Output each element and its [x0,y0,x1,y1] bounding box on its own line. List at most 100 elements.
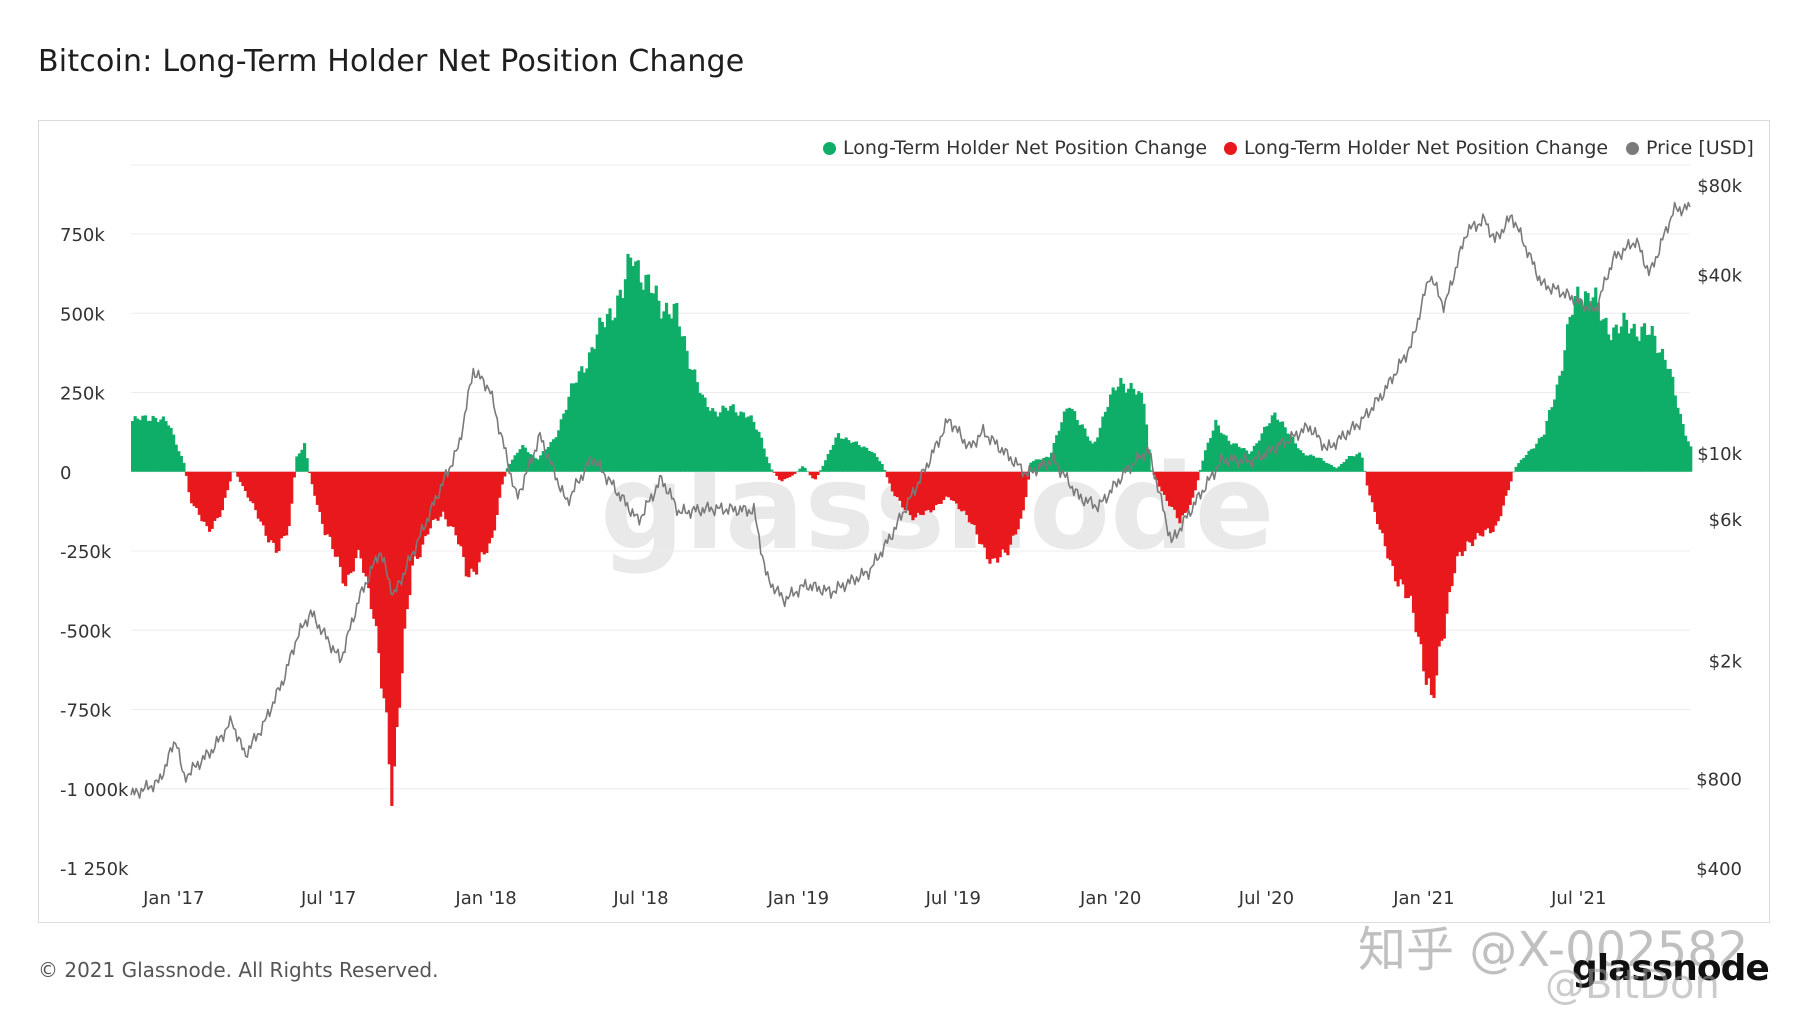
bar-positive [159,419,163,472]
bar-negative [1504,471,1508,496]
bar-positive [1553,399,1557,472]
chart-title: Bitcoin: Long-Term Holder Net Position C… [38,44,745,79]
bar-positive [1121,383,1126,472]
bar-positive [1576,286,1580,472]
bar-negative [341,471,345,584]
bar-negative [1424,471,1428,685]
bar-positive [1316,457,1321,472]
bar-negative [487,471,491,544]
bar-negative [978,471,982,544]
bar-positive [649,292,653,472]
legend-label-price: Price [USD] [1646,137,1754,159]
bar-negative [1370,471,1375,503]
bar-negative [323,471,327,536]
bar-positive [1070,408,1074,472]
bar-negative [285,471,289,536]
bar-positive [544,449,548,472]
bar-positive [516,452,520,472]
bar-negative [783,471,787,480]
bar-positive [136,418,140,472]
bar-positive [302,443,307,472]
bar-positive [1327,463,1331,472]
bar-positive [598,317,602,472]
bar-negative [893,471,897,497]
bar-negative [898,471,902,501]
bar-negative [1447,471,1452,593]
bar-negative [1183,471,1187,513]
bar-negative [315,471,319,505]
bar-negative [292,471,296,478]
copyright-footer: © 2021 Glassnode. All Rights Reserved. [38,958,439,982]
bar-negative [775,471,779,476]
bar-negative [251,471,255,504]
bar-positive [1198,469,1203,472]
bar-positive [854,441,859,472]
bar-negative [446,471,450,527]
bar-positive [824,460,828,472]
y-left-tick-label: -750k [60,701,112,722]
bar-negative [192,471,196,507]
legend-item-positive[interactable]: Long-Term Holder Net Position Change [823,137,1207,159]
bar-positive [716,416,720,472]
bar-negative [380,471,384,689]
bar-negative [1432,471,1436,698]
bar-negative [777,471,782,480]
bar-positive [1686,441,1690,472]
bar-positive [667,314,671,472]
bar-negative [890,471,894,492]
bar-positive [577,371,581,472]
bar-negative [269,471,273,541]
bar-positive [1103,411,1108,472]
bar-negative [1193,471,1197,491]
zhihu-watermark: 知乎 @X-002582 [1358,922,1749,978]
bar-positive [603,327,607,472]
bar-positive [1673,395,1677,472]
bar-positive [690,369,694,472]
bar-negative [1196,471,1200,481]
bar-positive [1247,453,1251,472]
legend-item-negative[interactable]: Long-Term Holder Net Position Change [1224,137,1608,159]
bar-positive [1545,420,1549,472]
bar-negative [459,471,463,547]
bar-negative [436,471,440,521]
bar-positive [1314,457,1318,472]
bar-positive [646,274,651,472]
bar-positive [526,452,530,472]
bar-positive [531,455,535,472]
bar-positive [616,295,620,472]
bar-negative [1406,471,1410,599]
bar-positive [867,450,871,472]
bar-positive [729,405,733,472]
bar-positive [1306,455,1310,472]
bar-positive [657,300,661,472]
bar-negative [467,471,471,578]
legend-item-price[interactable]: Price [USD] [1626,137,1754,159]
bar-positive [521,445,525,472]
bar-negative [428,471,432,529]
glassnode-logo: glassnode [1572,948,1770,989]
bar-negative [1014,471,1018,535]
bar-positive [1221,434,1226,472]
bar-positive [572,383,576,472]
bar-positive [508,463,512,472]
bar-negative [1388,471,1392,561]
bar-positive [174,444,178,472]
bar-positive [857,445,861,472]
bar-positive [752,421,756,472]
bar-positive [659,318,663,472]
bar-negative [377,471,381,654]
bar-negative [1160,471,1164,492]
bar-positive [1645,335,1649,472]
bar-negative [790,471,794,476]
bar-positive [233,471,237,473]
bar-positive [1116,386,1120,472]
bar-negative [813,471,817,480]
bar-positive [842,438,846,472]
bar-positive [662,311,666,472]
bar-positive [1088,440,1092,472]
bars-group [131,253,1693,806]
bar-positive [1619,326,1624,472]
bar-positive [664,302,669,472]
bar-negative [359,471,363,559]
bar-negative [1019,471,1023,519]
